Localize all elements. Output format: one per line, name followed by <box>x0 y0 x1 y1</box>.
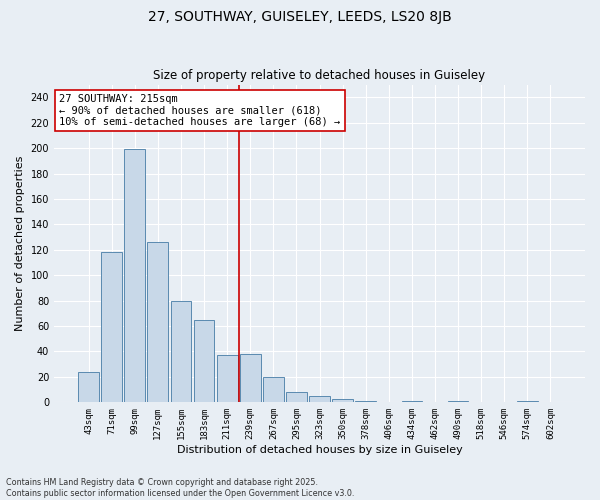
Bar <box>148 242 168 402</box>
Bar <box>217 356 238 403</box>
Bar <box>124 150 145 402</box>
Bar <box>286 392 307 402</box>
Bar <box>240 354 260 403</box>
Title: Size of property relative to detached houses in Guiseley: Size of property relative to detached ho… <box>154 69 485 82</box>
Text: 27, SOUTHWAY, GUISELEY, LEEDS, LS20 8JB: 27, SOUTHWAY, GUISELEY, LEEDS, LS20 8JB <box>148 10 452 24</box>
Bar <box>309 396 330 402</box>
Bar <box>263 377 284 402</box>
X-axis label: Distribution of detached houses by size in Guiseley: Distribution of detached houses by size … <box>176 445 463 455</box>
Bar <box>332 398 353 402</box>
Bar <box>101 252 122 402</box>
Bar <box>78 372 99 402</box>
Bar <box>517 401 538 402</box>
Text: Contains HM Land Registry data © Crown copyright and database right 2025.
Contai: Contains HM Land Registry data © Crown c… <box>6 478 355 498</box>
Text: 27 SOUTHWAY: 215sqm
← 90% of detached houses are smaller (618)
10% of semi-detac: 27 SOUTHWAY: 215sqm ← 90% of detached ho… <box>59 94 341 128</box>
Bar <box>401 401 422 402</box>
Bar <box>194 320 214 402</box>
Bar <box>170 300 191 402</box>
Bar <box>355 401 376 402</box>
Y-axis label: Number of detached properties: Number of detached properties <box>15 156 25 331</box>
Bar <box>448 401 469 402</box>
